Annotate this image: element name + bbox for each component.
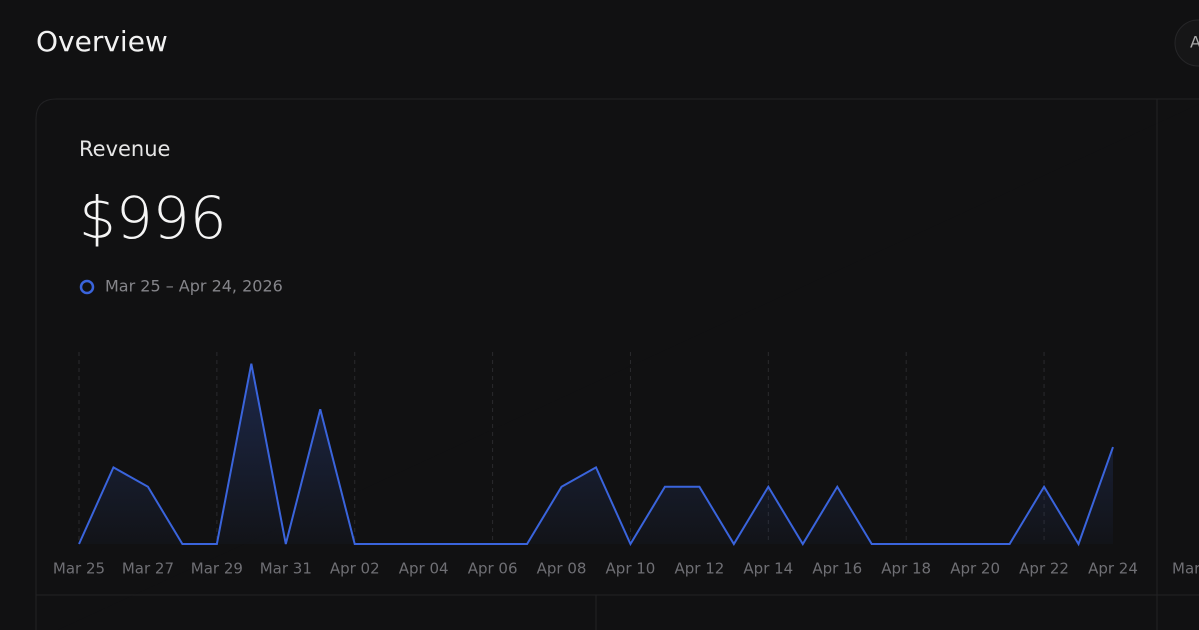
x-tick-label: Apr 24 — [1088, 560, 1138, 578]
x-tick-label: Mar 27 — [122, 560, 174, 578]
x-tick-label: Apr 20 — [950, 560, 1000, 578]
line — [78, 363, 1114, 547]
area — [79, 363, 1113, 544]
x-tick-label: Apr 14 — [743, 560, 793, 578]
x-tick-label: Apr 22 — [1019, 560, 1069, 578]
action-button[interactable] — [1174, 19, 1199, 67]
x-tick-label: Mar 31 — [260, 560, 312, 578]
chart: Mar 25 Mar 27 Mar 29 Mar 31 Apr 02 Apr 04 Apr … — [53, 352, 1138, 578]
x-tick-label: Apr 18 — [881, 560, 931, 578]
x-tick-label: Apr 04 — [399, 560, 449, 578]
x-tick-label: Apr 10 — [606, 560, 656, 578]
card-total: $996 — [79, 184, 227, 252]
x-tick-label: Mar 29 — [191, 560, 243, 578]
x-tick-label: Apr 16 — [812, 560, 862, 578]
legend-marker — [79, 279, 95, 295]
x-tick-label: Apr 06 — [468, 560, 518, 578]
x-tick-label: Apr 12 — [674, 560, 724, 578]
x-tick-label: Apr 08 — [537, 560, 587, 578]
action-button-label[interactable]: A — [1190, 33, 1199, 52]
page-title: Overview — [36, 25, 168, 58]
side-axis-label: Mar — [1172, 560, 1199, 578]
x-tick-label: Apr 02 — [330, 560, 380, 578]
x-tick-label: Mar 25 — [53, 560, 105, 578]
card-border — [35, 98, 1199, 630]
card-title: Revenue — [79, 137, 170, 161]
legend-label: Mar 25 – Apr 24, 2026 — [105, 277, 283, 296]
